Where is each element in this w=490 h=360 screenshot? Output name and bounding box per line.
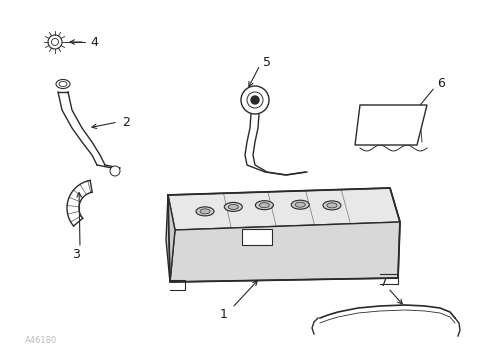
Ellipse shape [228, 204, 238, 210]
Circle shape [110, 166, 120, 176]
Ellipse shape [291, 200, 309, 209]
Text: 3: 3 [72, 248, 80, 261]
Ellipse shape [59, 81, 67, 86]
Text: 7: 7 [380, 276, 388, 289]
Text: 1: 1 [220, 307, 228, 320]
Circle shape [247, 92, 263, 108]
Text: 2: 2 [122, 116, 130, 129]
Ellipse shape [323, 201, 341, 210]
Ellipse shape [259, 203, 270, 208]
Polygon shape [355, 105, 427, 145]
Polygon shape [166, 195, 175, 282]
Text: A46180: A46180 [25, 336, 57, 345]
Ellipse shape [196, 207, 214, 216]
Polygon shape [168, 188, 400, 230]
Ellipse shape [56, 80, 70, 89]
Text: 4: 4 [90, 36, 98, 49]
Ellipse shape [255, 201, 273, 210]
Text: 5: 5 [263, 55, 271, 68]
Ellipse shape [327, 203, 337, 208]
Text: 6: 6 [437, 77, 445, 90]
Ellipse shape [224, 202, 242, 211]
Ellipse shape [295, 202, 305, 207]
Circle shape [251, 96, 259, 104]
Ellipse shape [200, 209, 210, 214]
Polygon shape [170, 222, 400, 282]
Circle shape [241, 86, 269, 114]
FancyBboxPatch shape [242, 229, 272, 245]
